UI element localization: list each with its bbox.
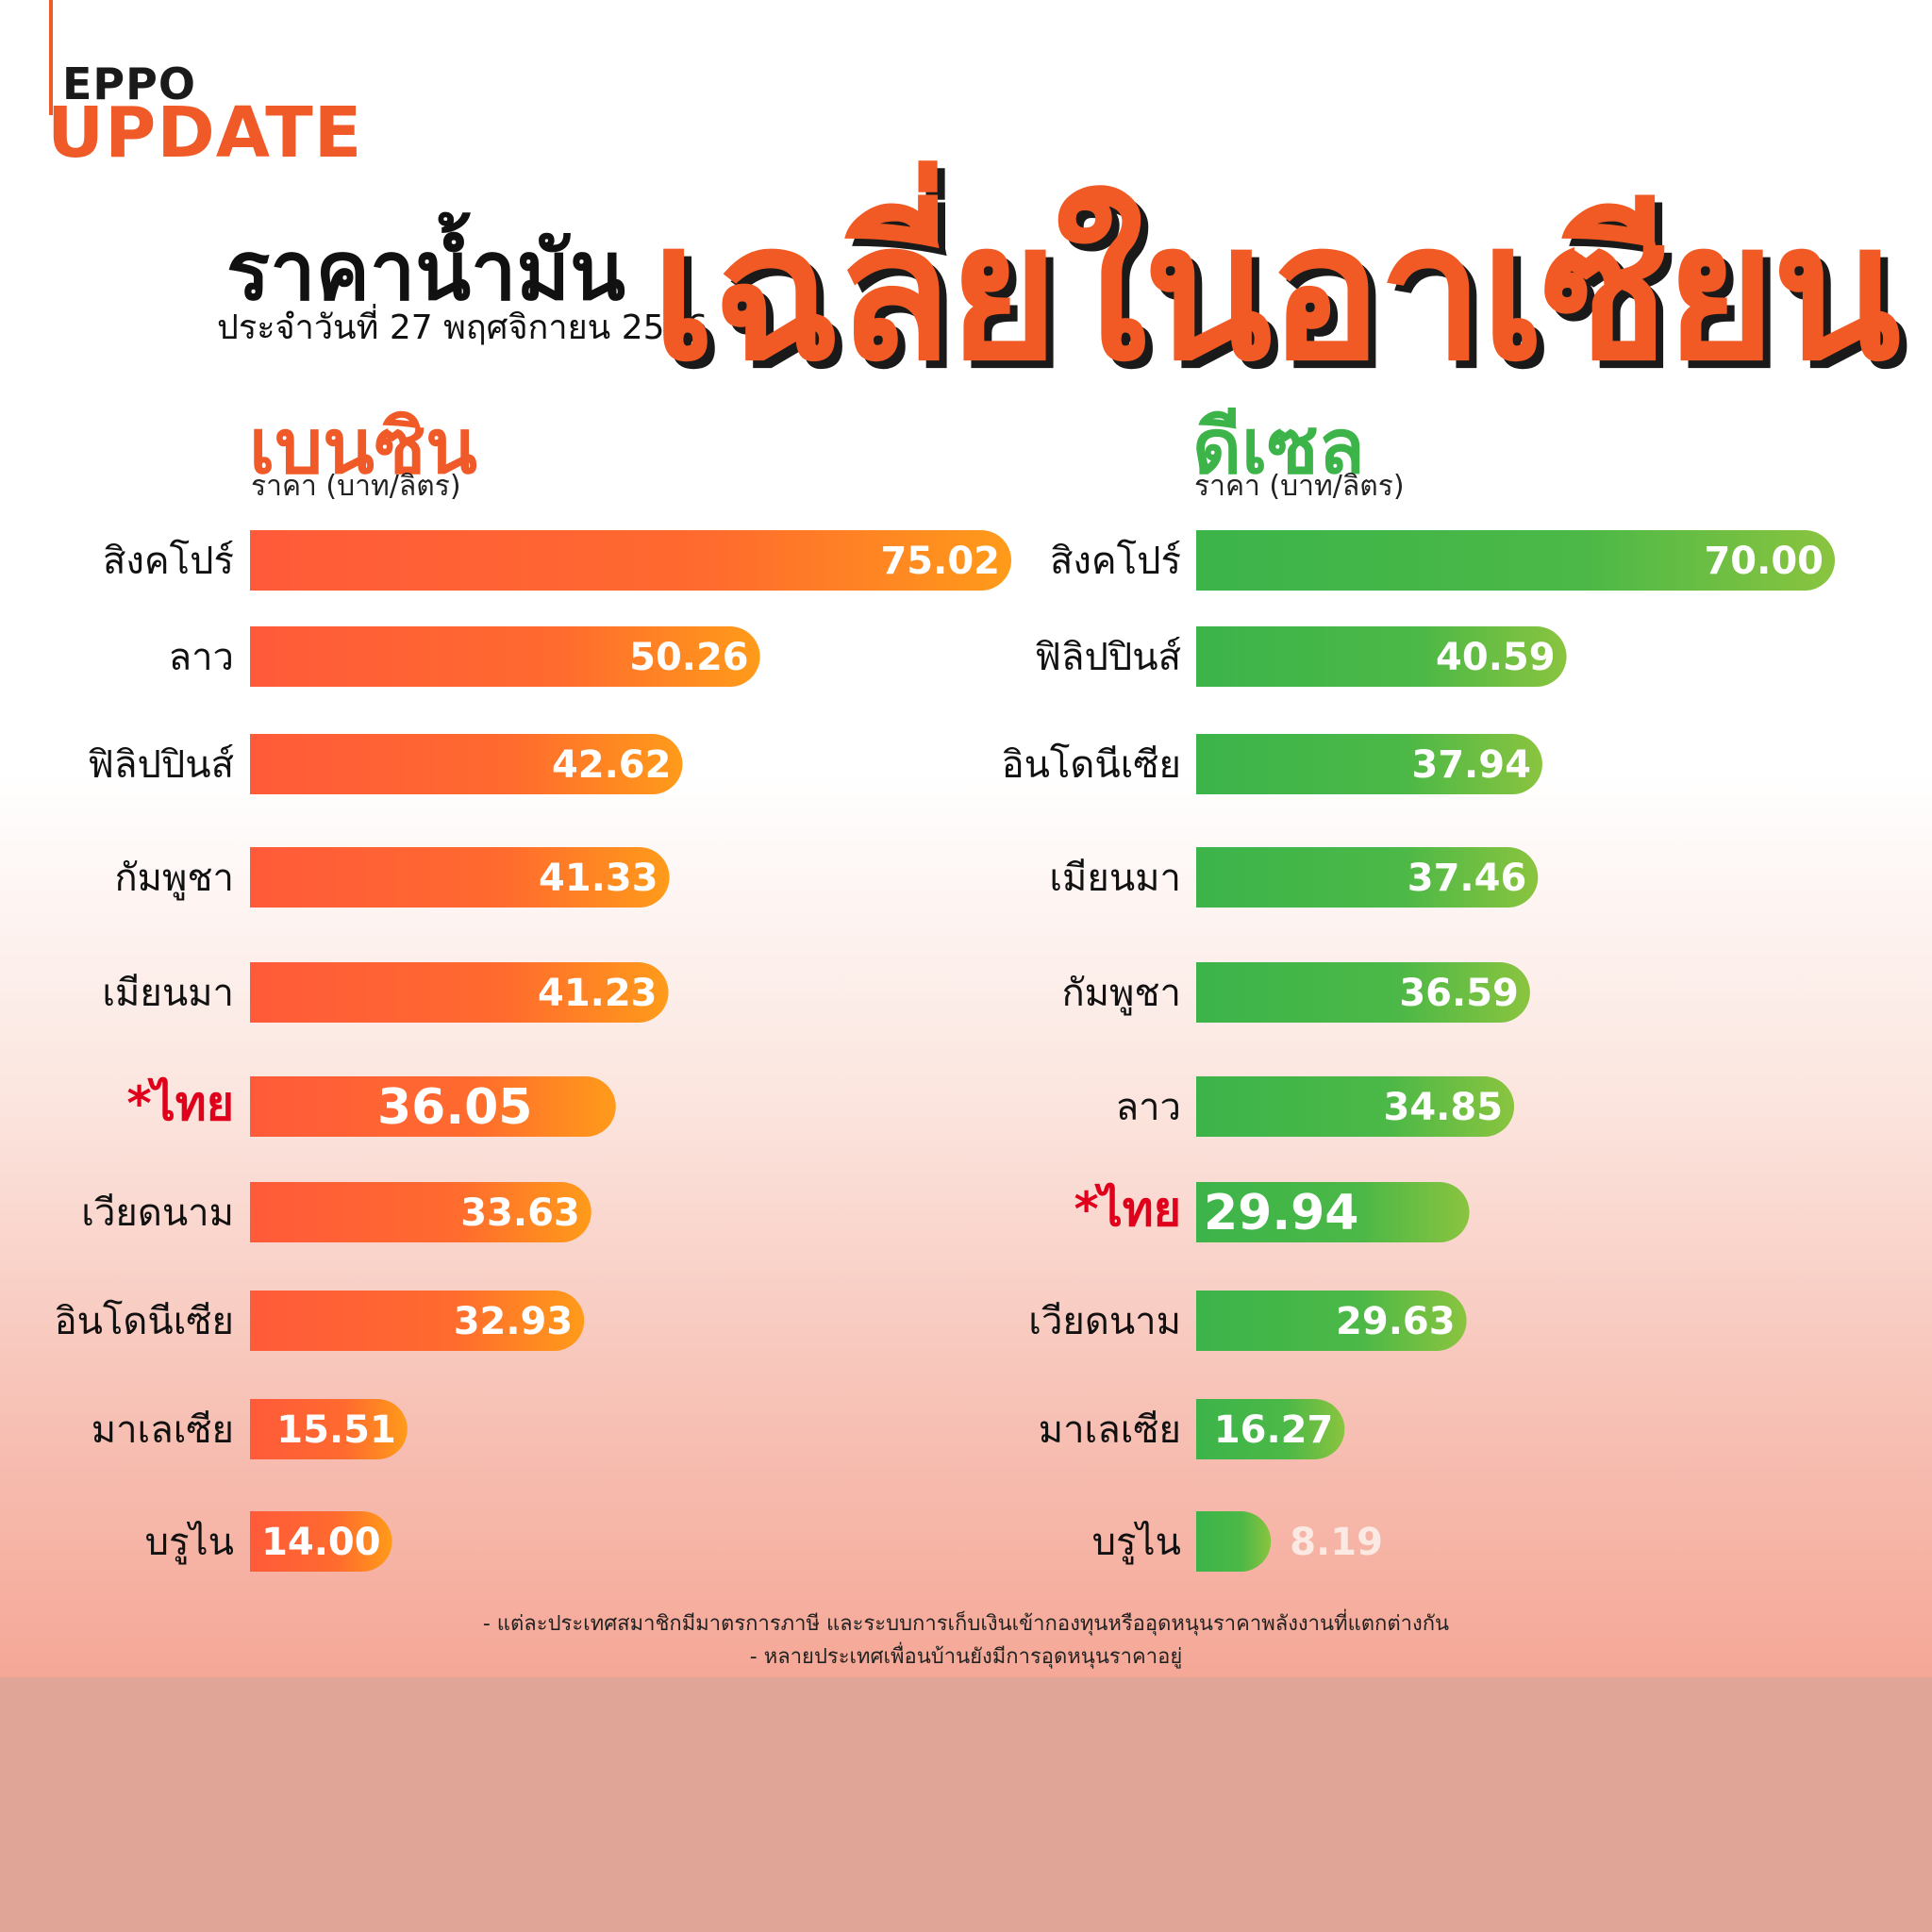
benzin-title: เบนซิน bbox=[249, 403, 477, 491]
diesel-category-label: มาเลเซีย bbox=[1039, 1408, 1181, 1452]
logo-eppo: EPPO bbox=[62, 58, 196, 109]
benzin-bar bbox=[250, 1076, 616, 1137]
diesel-category-label: กัมพูชา bbox=[1061, 972, 1181, 1015]
benzin-category-label: มาเลเซีย bbox=[92, 1408, 234, 1452]
benzin-category-label: เวียดนาม bbox=[81, 1191, 234, 1235]
benzin-value-label: 50.26 bbox=[629, 636, 749, 679]
benzin-category-label: กัมพูชา bbox=[114, 857, 234, 900]
benzin-category-label: ฟิลิปปินส์ bbox=[88, 743, 234, 787]
diesel-bar bbox=[1196, 1291, 1467, 1351]
benzin-value-label: 42.62 bbox=[552, 743, 672, 787]
diesel-category-label: อินโดนีเซีย bbox=[1002, 743, 1181, 787]
diesel-title: ดีเซล bbox=[1192, 403, 1365, 491]
bottom-band bbox=[0, 1677, 1932, 1932]
diesel-value-label: 40.59 bbox=[1436, 636, 1556, 679]
benzin-value-label: 75.02 bbox=[880, 540, 1000, 583]
diesel-bar bbox=[1196, 1076, 1515, 1137]
diesel-value-label: 36.59 bbox=[1399, 972, 1519, 1015]
diesel-value-label: 34.85 bbox=[1384, 1086, 1504, 1129]
diesel-value-label: 37.46 bbox=[1407, 857, 1527, 900]
diesel-category-label: เมียนมา bbox=[1049, 857, 1181, 900]
diesel-unit: ราคา (บาท/ลิตร) bbox=[1194, 470, 1405, 503]
benzin-category-label: เมียนมา bbox=[102, 972, 234, 1015]
diesel-bar bbox=[1196, 734, 1542, 794]
benzin-bar bbox=[250, 530, 1011, 591]
diesel-value-label: 8.19 bbox=[1290, 1521, 1383, 1564]
diesel-category-label: สิงคโปร์ bbox=[1050, 540, 1181, 583]
page-title-highlight: เฉลี่ยในอาเซียน bbox=[651, 183, 1901, 403]
benzin-category-label: *ไทย bbox=[126, 1076, 234, 1131]
benzin-bar bbox=[250, 1511, 392, 1572]
diesel-category-label: ฟิลิปปินส์ bbox=[1035, 636, 1181, 679]
benzin-bar bbox=[250, 626, 760, 687]
benzin-bar bbox=[250, 962, 669, 1023]
diesel-category-label: บรูไน bbox=[1092, 1521, 1181, 1564]
diesel-bar bbox=[1196, 847, 1539, 908]
benzin-value-label: 32.93 bbox=[454, 1300, 574, 1343]
benzin-value-label: 41.33 bbox=[539, 857, 658, 900]
diesel-value-label: 37.94 bbox=[1411, 743, 1531, 787]
diesel-value-label: 16.27 bbox=[1214, 1408, 1334, 1452]
diesel-bar bbox=[1196, 626, 1567, 687]
note-2: - หลายประเทศเพื่อนบ้านยังมีการอุดหนุนราค… bbox=[749, 1645, 1183, 1669]
diesel-value-label: 70.00 bbox=[1704, 540, 1824, 583]
note-1: - แต่ละประเทศสมาชิกมีมาตรการภาษี และระบบ… bbox=[482, 1612, 1450, 1636]
benzin-category-label: บรูไน bbox=[145, 1521, 234, 1564]
diesel-bar bbox=[1196, 962, 1530, 1023]
diesel-category-label: เวียดนาม bbox=[1028, 1300, 1181, 1343]
diesel-bar bbox=[1196, 530, 1835, 591]
benzin-value-label: 36.05 bbox=[377, 1079, 532, 1136]
diesel-value-label: 29.63 bbox=[1336, 1300, 1456, 1343]
benzin-value-label: 41.23 bbox=[538, 972, 658, 1015]
logo-update: UPDATE bbox=[47, 92, 363, 174]
benzin-value-label: 15.51 bbox=[276, 1408, 396, 1452]
benzin-bar bbox=[250, 734, 683, 794]
benzin-bar bbox=[250, 847, 670, 908]
diesel-bar bbox=[1196, 1511, 1272, 1572]
benzin-value-label: 33.63 bbox=[460, 1191, 580, 1235]
bar-charts: สิงคโปร์ 75.02 ลาว 50.26 ฟิลิปปินส์ 42.62 กัมพ… bbox=[55, 530, 1835, 1572]
diesel-bar bbox=[1196, 1399, 1345, 1459]
benzin-value-label: 14.00 bbox=[261, 1521, 381, 1564]
benzin-unit: ราคา (บาท/ลิตร) bbox=[251, 470, 461, 503]
page-date: ประจำวันที่ 27 พฤศจิกายน 2566 bbox=[217, 308, 708, 347]
diesel-bar bbox=[1196, 1182, 1470, 1242]
logo-bar bbox=[49, 0, 53, 115]
page-title: ราคาน้ำมัน bbox=[226, 225, 625, 319]
benzin-category-label: ลาว bbox=[169, 636, 234, 679]
benzin-bar bbox=[250, 1291, 585, 1351]
diesel-category-label: ลาว bbox=[1116, 1086, 1181, 1129]
diesel-value-label: 29.94 bbox=[1204, 1185, 1358, 1241]
benzin-category-label: อินโดนีเซีย bbox=[55, 1300, 234, 1343]
benzin-bar bbox=[250, 1182, 591, 1242]
benzin-category-label: สิงคโปร์ bbox=[103, 540, 234, 583]
benzin-bar bbox=[250, 1399, 408, 1459]
diesel-category-label: *ไทย bbox=[1074, 1182, 1181, 1237]
